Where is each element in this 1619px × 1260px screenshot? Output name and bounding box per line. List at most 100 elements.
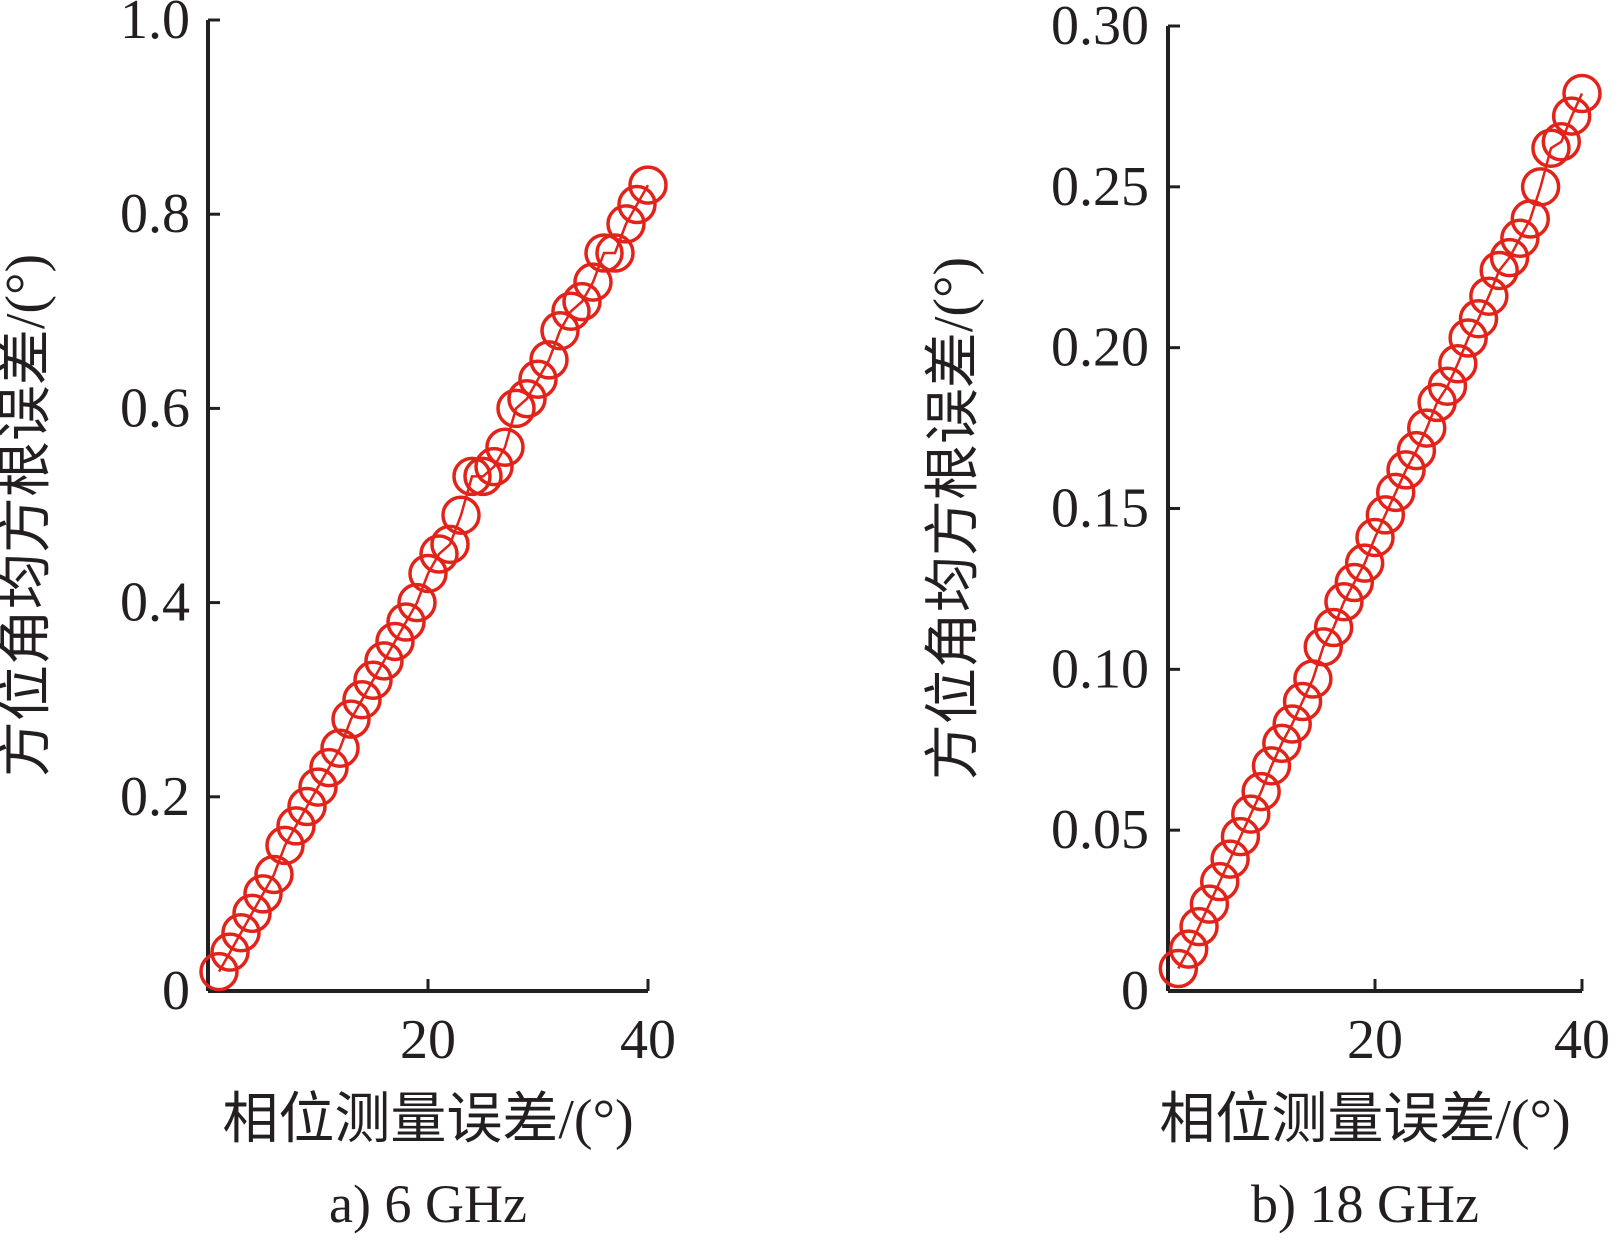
data-point-marker — [1365, 495, 1406, 535]
data-point-marker — [243, 874, 283, 914]
data-point-marker — [1469, 276, 1509, 316]
series-line — [217, 184, 650, 973]
y-tick-label: 0.15 — [1051, 478, 1149, 540]
data-point-marker — [1355, 517, 1395, 558]
data-point-marker — [463, 456, 503, 497]
data-point-marker — [1438, 344, 1478, 384]
data-point-marker — [584, 233, 624, 273]
data-point-marker — [386, 602, 426, 642]
data-point-marker — [1396, 430, 1437, 471]
data-point-marker — [540, 310, 580, 351]
x-axis-label: 相位测量误差/(°) — [1159, 1089, 1570, 1151]
data-point-marker — [529, 340, 569, 380]
data-point-marker — [199, 951, 239, 992]
data-point-marker — [606, 204, 646, 244]
y-tick-label: 0.8 — [120, 183, 190, 245]
data-point-marker — [551, 291, 591, 332]
x-tick-label: 20 — [400, 1009, 456, 1071]
data-point-marker — [232, 893, 272, 934]
data-point-marker — [562, 281, 602, 322]
y-tick-label: 0.10 — [1051, 638, 1149, 700]
data-point-marker — [507, 378, 547, 419]
data-point-marker — [1375, 472, 1416, 513]
data-point-marker — [1386, 450, 1426, 490]
data-point-marker — [1168, 929, 1209, 969]
data-point-marker — [1541, 122, 1582, 162]
data-point-marker — [1458, 298, 1499, 339]
x-tick-label: 40 — [1554, 1009, 1610, 1071]
data-point-marker — [628, 165, 668, 205]
data-point-marker — [364, 641, 404, 681]
y-axis-label: 方位角均方根误差/(°) — [0, 254, 57, 777]
y-tick-label: 0 — [1121, 960, 1149, 1022]
data-point-marker — [1282, 681, 1323, 722]
data-point-marker — [1158, 948, 1199, 989]
data-point-marker — [353, 660, 393, 701]
data-point-marker — [276, 806, 316, 846]
chart-panel-b: 0 0.05 0.10 0.15 0.20 0.25 0.30 20 40 相位测量误差/(°) 方… — [923, 0, 1610, 1234]
data-point-marker — [1231, 794, 1271, 834]
x-tick-label: 40 — [620, 1009, 676, 1071]
series-line — [1177, 92, 1584, 970]
data-point-marker — [1489, 237, 1530, 278]
data-point-marker — [1500, 218, 1540, 259]
panel-caption: a) 6 GHz — [329, 1174, 527, 1234]
data-point-marker — [617, 184, 657, 225]
data-point-marker — [452, 456, 492, 497]
data-point-marker — [1520, 167, 1561, 207]
data-point-marker — [287, 786, 327, 827]
data-point-marker — [595, 233, 635, 273]
data-point-marker — [1344, 543, 1385, 583]
data-point-marker — [1324, 582, 1364, 622]
data-point-marker — [1334, 562, 1375, 603]
data-point-marker — [1210, 839, 1250, 879]
data-point-marker — [1562, 73, 1602, 114]
data-point-marker — [1189, 884, 1230, 924]
data-point-marker — [331, 699, 371, 739]
data-point-marker — [1479, 250, 1519, 291]
data-point-marker — [1262, 723, 1302, 764]
x-axis-label: 相位测量误差/(°) — [222, 1089, 633, 1151]
data-point-marker — [419, 534, 459, 574]
panel-caption: b) 18 GHz — [1251, 1174, 1479, 1234]
data-point-marker — [1220, 816, 1261, 857]
data-point-marker — [485, 427, 525, 467]
data-point-marker — [474, 446, 514, 487]
data-point-marker — [518, 359, 558, 400]
y-tick-label: 0.05 — [1051, 799, 1149, 861]
data-point-marker — [1251, 746, 1292, 786]
data-point-marker — [1303, 627, 1343, 667]
y-tick-label: 1.0 — [120, 0, 190, 51]
data-point-marker — [408, 553, 448, 594]
data-point-marker — [1531, 128, 1571, 168]
data-point-marker — [265, 825, 305, 866]
data-point-marker — [1313, 607, 1354, 648]
data-point-marker — [221, 912, 261, 953]
data-point-marker — [1427, 366, 1468, 407]
data-point-marker — [1241, 771, 1281, 812]
y-tick-label: 0.30 — [1051, 0, 1149, 57]
x-tick-label: 20 — [1347, 1009, 1403, 1071]
data-point-marker — [342, 679, 382, 720]
data-point-marker — [210, 932, 250, 972]
data-point-marker — [573, 262, 613, 302]
y-axis-label: 方位角均方根误差/(°) — [923, 257, 985, 780]
data-point-marker — [1179, 906, 1219, 947]
data-point-marker — [496, 388, 536, 429]
data-point-marker — [298, 767, 338, 807]
data-point-marker — [441, 495, 481, 535]
data-point-marker — [430, 524, 470, 565]
y-tick-label: 0.4 — [120, 572, 190, 634]
data-point-marker — [375, 621, 415, 662]
data-point-marker — [320, 728, 360, 768]
data-point-marker — [1448, 318, 1488, 358]
y-tick-label: 0 — [162, 960, 190, 1022]
data-point-marker — [1272, 704, 1312, 744]
y-tick-label: 0.2 — [120, 766, 190, 828]
data-point-marker — [309, 747, 349, 788]
data-point-marker — [397, 582, 437, 623]
data-point-marker — [1200, 861, 1240, 902]
data-point-marker — [1407, 408, 1447, 448]
data-point-marker — [254, 854, 294, 895]
